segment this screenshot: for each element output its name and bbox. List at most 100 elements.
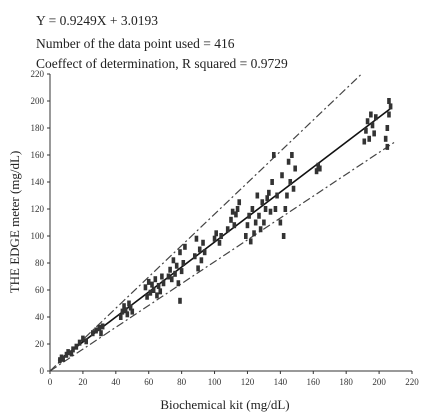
data-point	[169, 276, 174, 283]
data-point	[122, 303, 126, 310]
data-point	[262, 219, 266, 226]
data-point	[271, 152, 276, 158]
data-point	[250, 206, 255, 212]
bound-lines	[49, 73, 396, 372]
regression-line	[57, 107, 392, 362]
data-point	[214, 230, 218, 237]
data-point	[74, 343, 79, 350]
data-point	[71, 346, 75, 353]
y-tick-label: 180	[31, 123, 45, 133]
x-tick-label: 80	[177, 377, 187, 387]
y-tick-label: 80	[35, 258, 45, 268]
data-point	[99, 330, 103, 337]
data-point	[260, 199, 265, 206]
data-point	[194, 235, 199, 242]
x-tick-label: 60	[144, 377, 154, 387]
data-point	[196, 265, 200, 272]
data-point	[369, 111, 373, 118]
y-axis-label: THE EDGE meter (mg/dL)	[7, 151, 22, 294]
data-point	[97, 324, 102, 331]
data-point	[388, 103, 393, 110]
data-point	[143, 284, 148, 291]
data-point	[281, 233, 286, 239]
data-point	[150, 281, 154, 288]
data-point	[168, 266, 172, 273]
x-tick-label: 120	[241, 377, 255, 387]
y-tick-label: 40	[35, 312, 45, 322]
annotation-equation: Y = 0.9249X + 3.0193	[36, 13, 158, 28]
data-point	[245, 222, 250, 229]
data-point	[61, 355, 65, 362]
x-tick-group: 0 20 40 60 80 100 120 140 160 180 200 220	[48, 371, 419, 387]
y-tick-label: 140	[31, 177, 45, 187]
data-point	[255, 192, 260, 199]
data-point	[290, 152, 294, 158]
data-point	[280, 172, 284, 179]
data-point	[248, 238, 253, 245]
upper-bound-line	[49, 73, 362, 372]
data-point	[275, 192, 279, 199]
data-point	[81, 335, 85, 342]
data-point	[385, 125, 390, 131]
data-point	[364, 127, 368, 134]
annotation-group: Y = 0.9249X + 3.0193 Number of the data …	[36, 13, 288, 71]
data-point	[247, 212, 251, 219]
data-point	[160, 273, 164, 280]
data-point	[146, 278, 151, 285]
data-point	[212, 235, 217, 242]
data-point	[370, 122, 375, 129]
data-point	[270, 179, 274, 185]
data-point	[193, 253, 197, 260]
data-point	[232, 222, 237, 229]
data-point	[314, 168, 319, 175]
data-point	[235, 206, 240, 212]
data-point	[318, 165, 322, 172]
data-point	[385, 143, 390, 150]
data-point	[123, 307, 128, 314]
x-tick-label: 20	[78, 377, 88, 387]
x-tick-label: 40	[111, 377, 121, 387]
data-point	[202, 249, 207, 256]
data-point	[171, 257, 176, 264]
y-tick-label: 200	[31, 96, 45, 106]
y-tick-label: 60	[35, 285, 45, 295]
data-point	[118, 314, 123, 320]
data-point	[201, 239, 205, 246]
y-tick-label: 0	[40, 366, 45, 376]
data-point	[267, 189, 271, 196]
data-point	[387, 111, 391, 118]
data-point	[293, 165, 297, 172]
data-point	[166, 273, 171, 280]
data-point	[229, 216, 233, 223]
data-point	[148, 289, 153, 296]
data-point	[372, 130, 376, 137]
y-tick-group: 0 20 40 60 80 100 120 140 160 180 200 220	[31, 69, 50, 376]
data-point	[278, 219, 283, 226]
x-tick-label: 220	[405, 377, 419, 387]
data-point	[77, 339, 82, 346]
y-tick-label: 220	[31, 69, 45, 79]
data-point	[244, 233, 248, 239]
x-tick-label: 100	[208, 377, 222, 387]
data-point	[90, 330, 95, 337]
data-point	[66, 349, 70, 356]
data-point	[125, 311, 130, 318]
data-point	[130, 308, 135, 315]
data-point	[156, 282, 161, 289]
data-point	[127, 300, 131, 307]
data-point	[286, 158, 291, 165]
data-point	[253, 219, 258, 226]
data-point	[183, 243, 187, 250]
data-point	[285, 192, 289, 199]
data-point	[179, 268, 184, 275]
y-tick-label: 160	[31, 150, 45, 160]
data-point	[265, 195, 269, 202]
y-tick-label: 100	[31, 231, 45, 241]
data-point	[100, 323, 105, 330]
data-point	[199, 257, 204, 264]
x-tick-label: 160	[307, 377, 321, 387]
data-point	[197, 246, 202, 253]
data-point	[263, 206, 268, 212]
data-points	[58, 98, 393, 364]
